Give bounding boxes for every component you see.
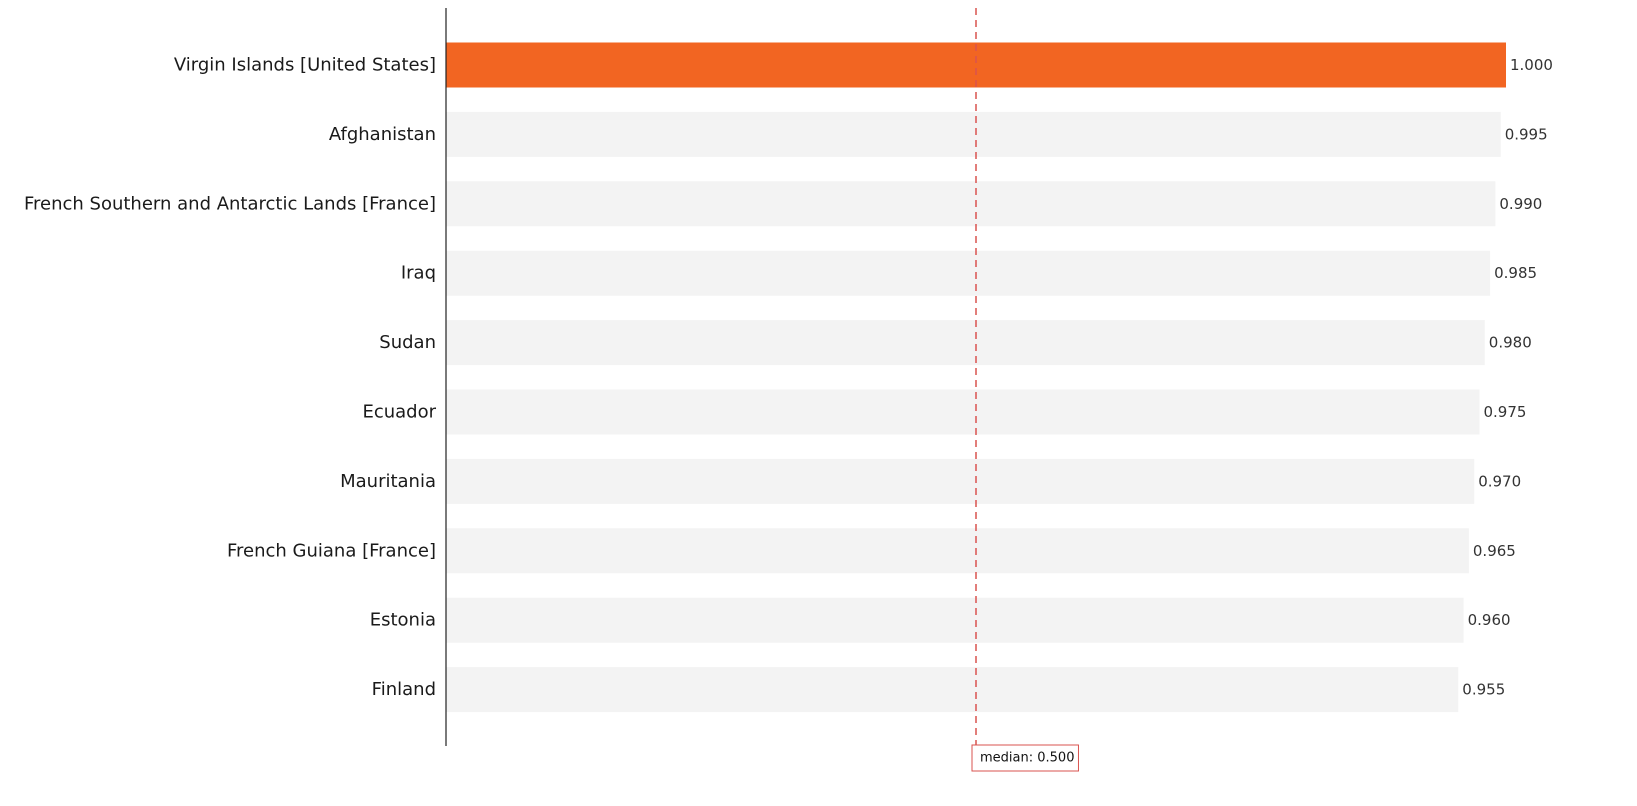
median-label: median: 0.500: [980, 751, 1074, 766]
category-label-2: French Southern and Antarctic Lands [Fra…: [24, 193, 436, 214]
labels-layer: Virgin Islands [United States] 1.000 Afgha…: [24, 55, 1553, 701]
bar-4: [446, 320, 1485, 366]
category-label-9: Finland: [372, 679, 436, 700]
value-label-0: 1.000: [1510, 56, 1553, 74]
value-label-4: 0.980: [1489, 334, 1532, 352]
value-label-3: 0.985: [1494, 264, 1537, 282]
value-label-9: 0.955: [1462, 681, 1505, 699]
bar-7: [446, 528, 1469, 574]
category-label-8: Estonia: [370, 610, 436, 631]
bar-1: [446, 111, 1501, 157]
category-label-6: Mauritania: [340, 471, 436, 492]
value-label-5: 0.975: [1484, 403, 1527, 421]
value-label-2: 0.990: [1499, 195, 1542, 213]
bar-3: [446, 250, 1491, 296]
bar-5: [446, 389, 1480, 435]
value-label-1: 0.995: [1505, 125, 1548, 143]
category-label-3: Iraq: [401, 263, 436, 284]
bar-6: [446, 458, 1475, 504]
bar-9: [446, 667, 1459, 713]
bar-2: [446, 181, 1496, 227]
category-label-7: French Guiana [France]: [227, 540, 436, 561]
category-label-1: Afghanistan: [329, 124, 436, 145]
median-label-box: [971, 744, 1079, 772]
bar-8: [446, 597, 1464, 643]
bars-layer: [446, 42, 1506, 713]
category-label-4: Sudan: [379, 332, 436, 353]
value-label-6: 0.970: [1478, 472, 1521, 490]
category-label-5: Ecuador: [362, 402, 436, 423]
value-label-7: 0.965: [1473, 542, 1516, 560]
value-label-8: 0.960: [1468, 611, 1511, 629]
median-layer: median: 0.500: [971, 8, 1079, 772]
category-label-0: Virgin Islands [United States]: [174, 55, 436, 76]
